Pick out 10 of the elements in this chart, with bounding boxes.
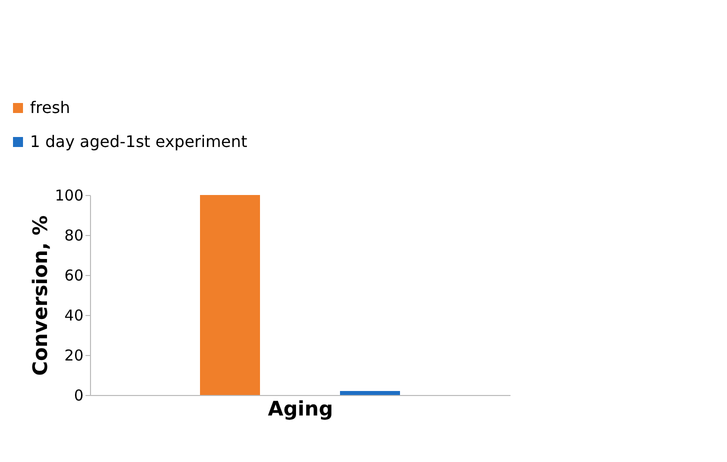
y-axis-title: Conversion, % [28, 215, 52, 376]
y-tick-label: 40 [64, 306, 84, 324]
y-tick-label: 20 [64, 346, 84, 364]
legend-label: fresh [30, 98, 70, 117]
x-axis-title: Aging [268, 396, 334, 420]
y-tick-label: 60 [64, 266, 84, 284]
legend-label: 1 day aged-1st experiment [30, 132, 248, 151]
y-tick-label: 100 [54, 186, 84, 204]
y-tick-label: 80 [64, 226, 84, 244]
y-tick-label: 0 [74, 386, 84, 404]
